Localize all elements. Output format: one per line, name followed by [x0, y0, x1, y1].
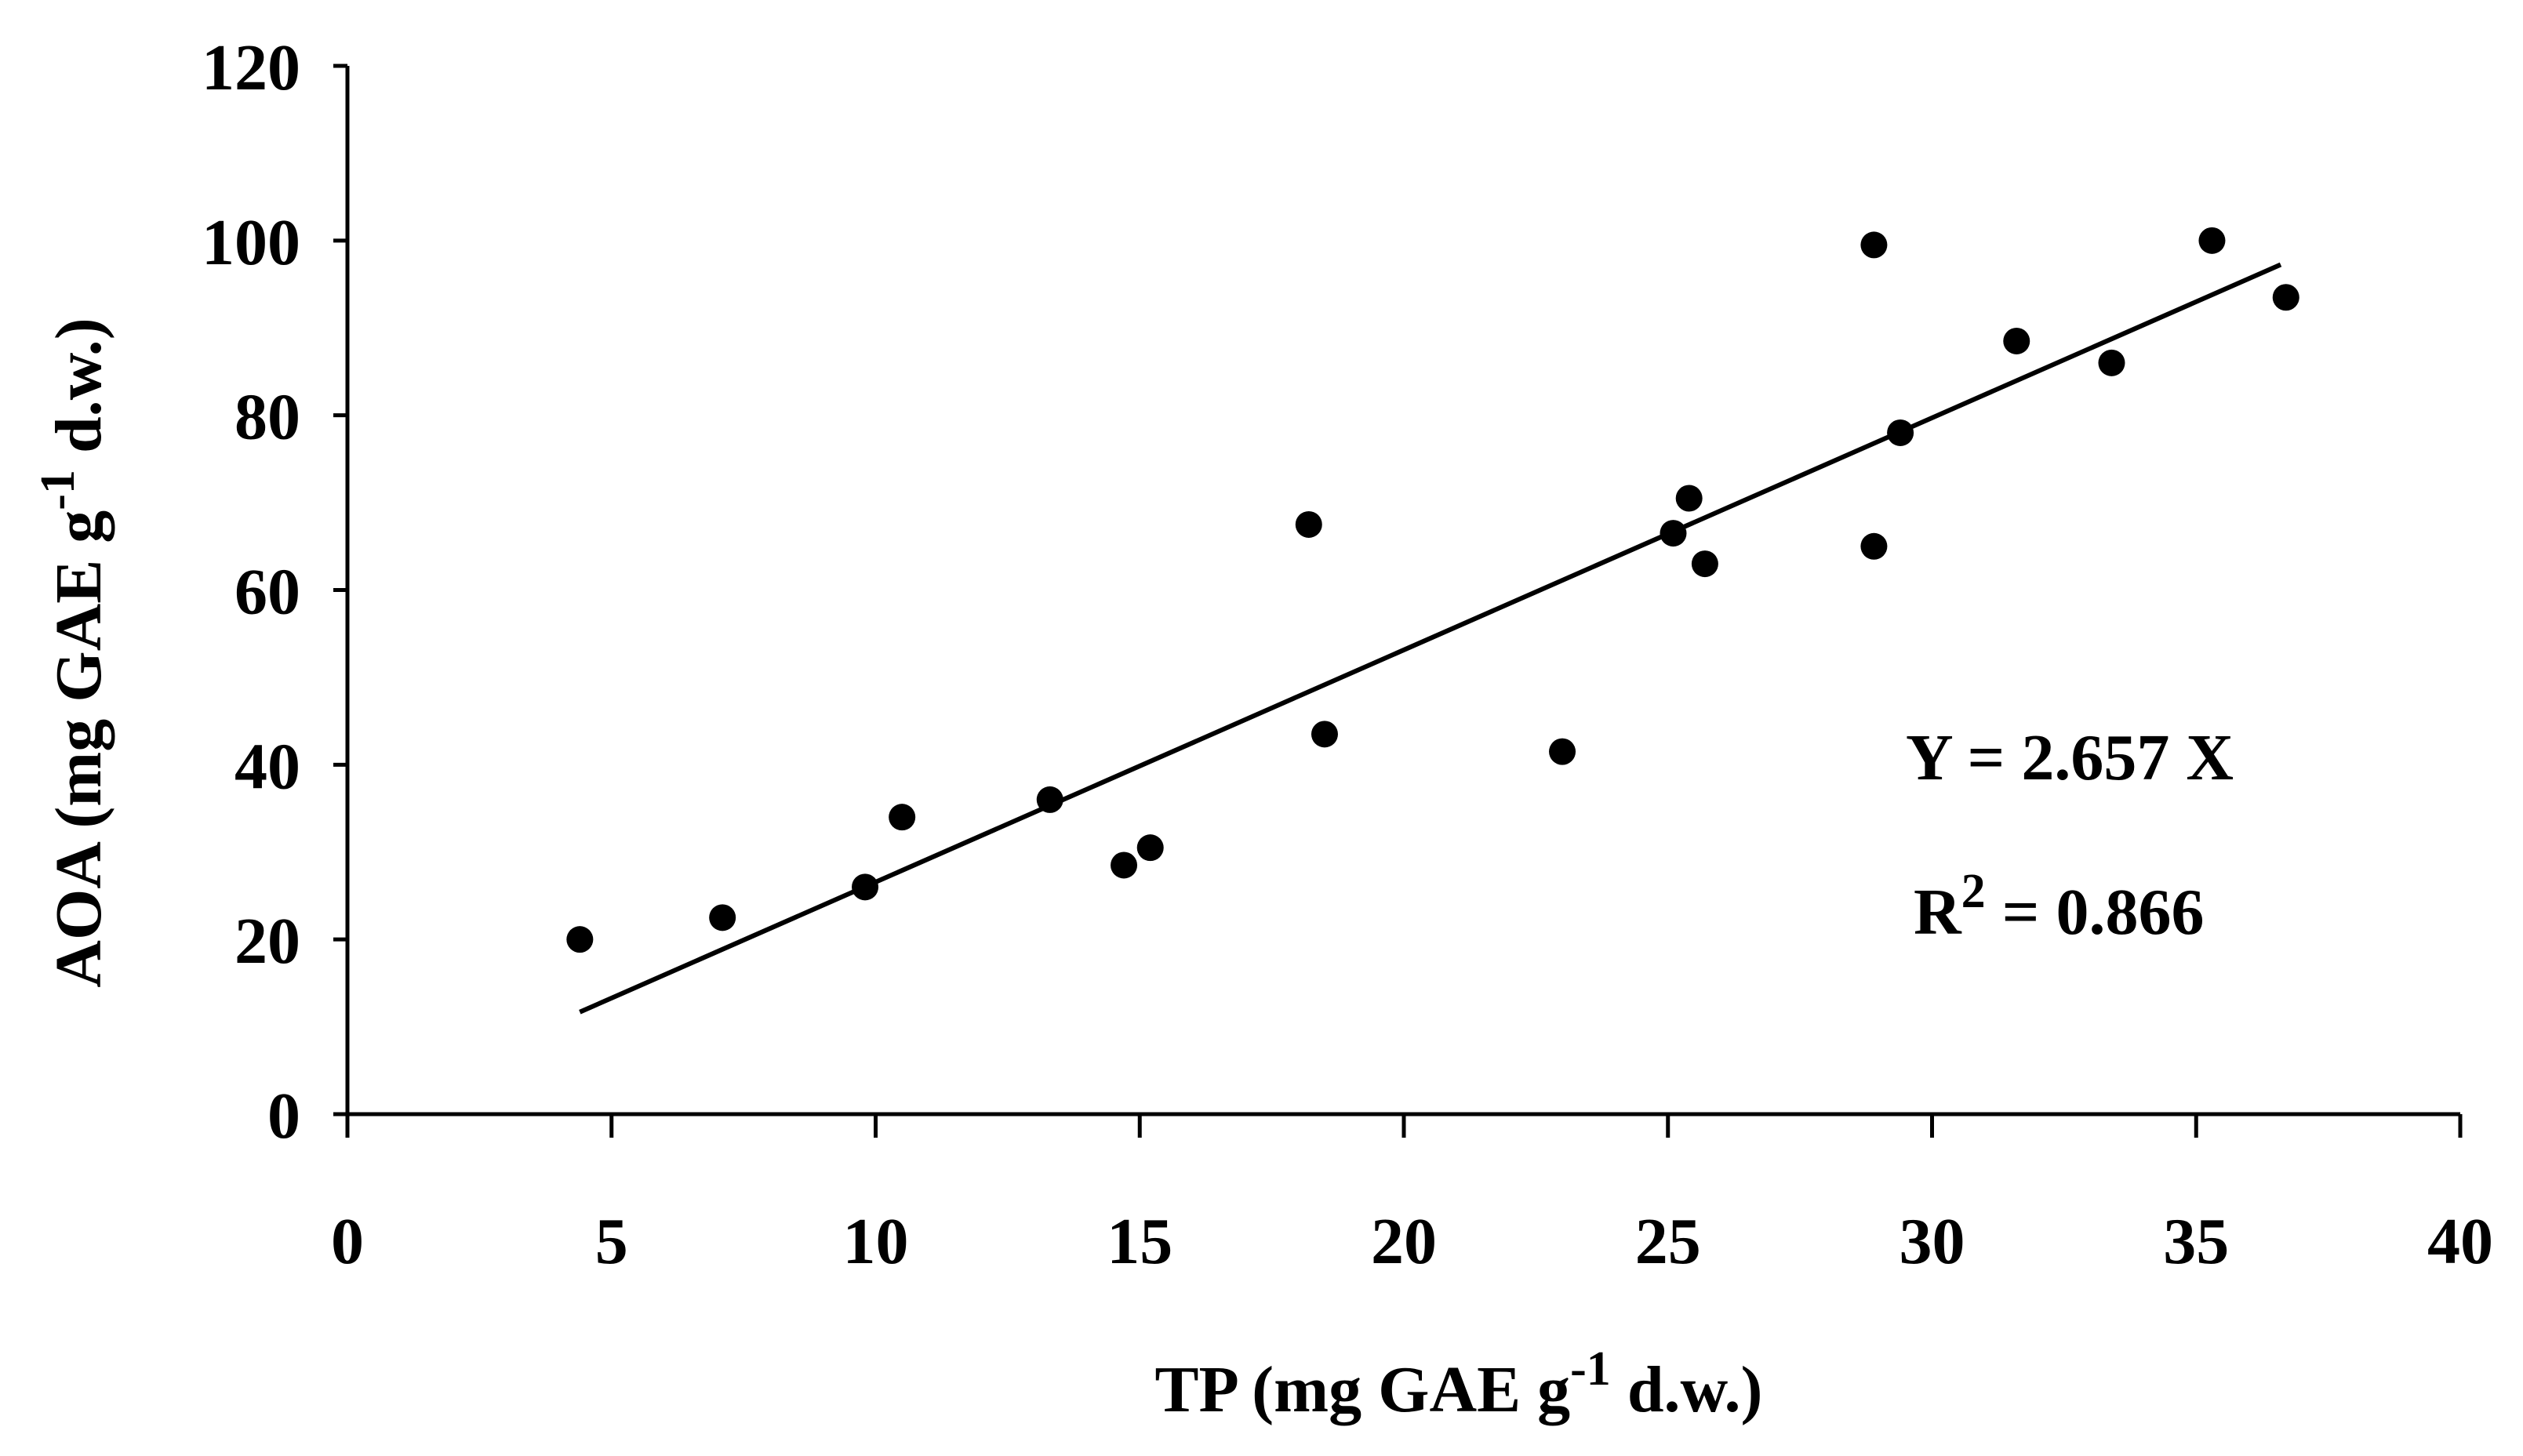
y-tick-label: 60 — [234, 556, 300, 629]
r-squared-label: R2 = 0.866 — [1914, 865, 2205, 949]
data-point — [566, 926, 594, 953]
data-point — [1675, 485, 1703, 512]
x-tick-label: 20 — [1371, 1205, 1437, 1278]
data-point — [1660, 520, 1687, 547]
data-point — [709, 904, 736, 931]
y-tick-label: 120 — [202, 31, 300, 104]
y-tick-label: 100 — [202, 206, 300, 279]
data-point — [852, 873, 879, 901]
data-point — [1549, 738, 1576, 765]
x-axis-title: TP (mg GAE g-1 d.w.) — [1154, 1342, 1762, 1426]
data-point — [1136, 834, 1164, 862]
data-point — [1036, 786, 1063, 813]
data-points — [566, 227, 2299, 953]
x-ticks: 0 5 10 15 20 25 30 35 40 — [331, 1114, 2493, 1278]
x-tick-label: 10 — [843, 1205, 909, 1278]
data-point — [1860, 231, 1888, 259]
y-axis-title-suffix: d.w.) — [42, 318, 115, 470]
x-tick-label: 35 — [2163, 1205, 2229, 1278]
x-tick-label: 15 — [1107, 1205, 1172, 1278]
x-tick-label: 40 — [2427, 1205, 2493, 1278]
r-squared-prefix: R — [1914, 876, 1962, 949]
data-point — [2198, 227, 2226, 254]
x-tick-label: 25 — [1635, 1205, 1701, 1278]
y-ticks: 0 20 40 60 80 100 120 — [202, 31, 347, 1153]
x-tick-label: 0 — [331, 1205, 364, 1278]
y-tick-label: 40 — [234, 730, 300, 803]
y-tick-label: 80 — [234, 381, 300, 454]
data-point — [1887, 419, 1914, 446]
y-axis-title: AOA (mg GAE g-1 d.w.) — [31, 318, 115, 987]
y-tick-label: 20 — [234, 905, 300, 978]
y-axis-title-sup: -1 — [31, 470, 85, 510]
data-point — [1691, 550, 1718, 578]
data-point — [2003, 327, 2030, 354]
x-axis-title-prefix: TP (mg GAE g — [1154, 1353, 1570, 1426]
x-axis-title-sup: -1 — [1570, 1342, 1611, 1396]
y-tick-label: 0 — [267, 1080, 300, 1153]
y-axis-title-prefix: AOA (mg GAE g — [42, 510, 115, 988]
data-point — [1860, 532, 1888, 560]
data-point — [1111, 851, 1138, 879]
data-point — [2098, 349, 2125, 376]
r-squared-value: = 0.866 — [1986, 876, 2205, 949]
x-tick-label: 5 — [595, 1205, 628, 1278]
data-point — [1311, 721, 1338, 748]
regression-equation: Y = 2.657 X — [1906, 721, 2234, 794]
x-axis-title-suffix: d.w.) — [1611, 1353, 1763, 1426]
x-tick-label: 30 — [1900, 1205, 1965, 1278]
data-point — [889, 804, 916, 831]
axes — [345, 66, 2460, 1117]
r-squared-sup: 2 — [1961, 865, 1986, 918]
data-point — [2272, 284, 2299, 311]
data-point — [1295, 510, 1322, 538]
